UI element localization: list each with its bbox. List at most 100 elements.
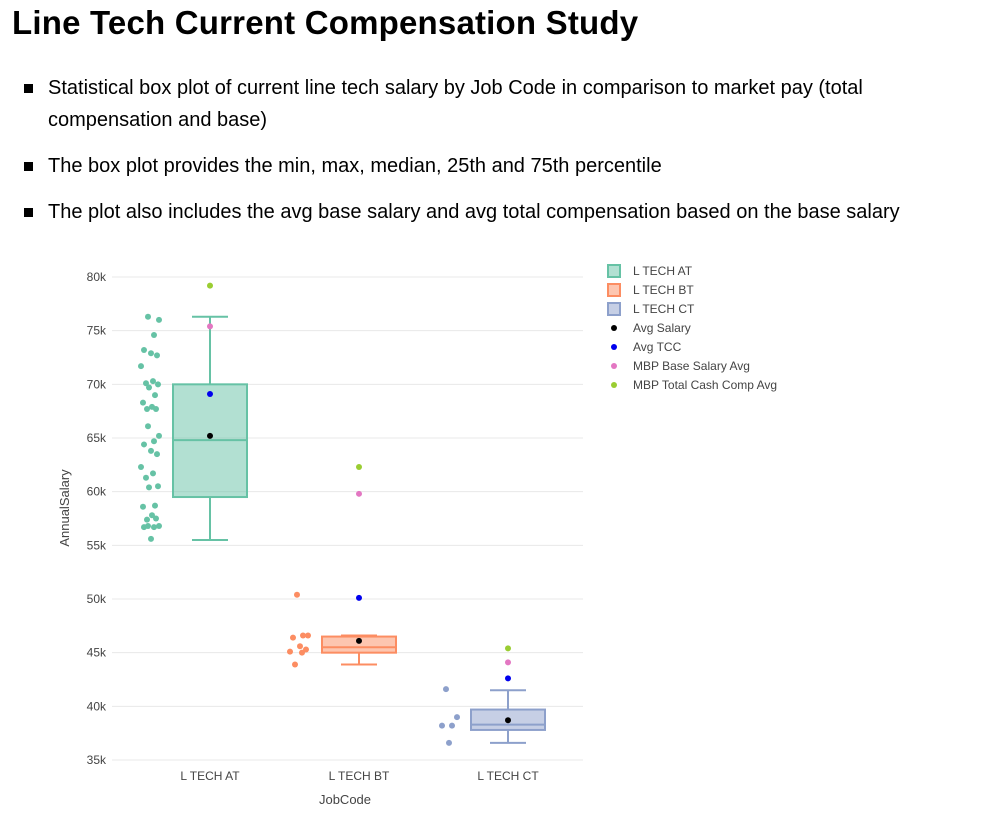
legend[interactable]: L TECH AT L TECH BT L TECH CT Avg Salary Avg… [607,264,777,392]
y-tick-label: 60k [87,485,107,499]
data-point [144,406,150,413]
y-tick-label: 55k [87,538,107,552]
data-point [138,463,144,470]
data-point [443,686,449,693]
data-point [156,432,162,439]
legend-item[interactable]: Avg Salary [611,321,691,335]
box-l-tech-bt [321,634,397,666]
x-axis-ticks: L TECH AT L TECH BT L TECH CT [180,769,539,783]
data-point [300,632,306,639]
box-l-tech-at [172,315,248,541]
data-point [292,661,298,668]
y-axis-label: AnnualSalary [57,469,72,547]
data-point [287,648,293,655]
marker-avg-tcc [207,390,213,397]
marker-mbp-base-salary-avg [505,659,511,666]
legend-dot [611,344,617,350]
marker-mbp-base-salary-avg [207,323,213,330]
marker-avg-salary [505,717,511,724]
data-point [153,515,159,522]
y-tick-label: 45k [87,646,107,660]
point-layer [138,313,460,746]
data-point [148,447,154,454]
legend-item[interactable]: L TECH BT [607,283,694,297]
box-plot-chart: 35k 40k 45k 50k 55k 60k 65k 70k 75k 80k L TECH AT… [57,264,777,807]
legend-label: Avg TCC [633,340,682,354]
y-tick-label: 40k [87,699,107,713]
bullet-square-icon [24,162,33,171]
data-point [439,722,445,729]
grid-layer [112,276,583,761]
legend-swatch [607,264,621,278]
legend-label: L TECH AT [633,264,693,278]
marker-mbp-total-cash-comp-avg [505,645,511,652]
data-point [151,438,157,445]
data-point [155,483,161,490]
y-tick-label: 35k [87,753,107,767]
x-tick-label: L TECH BT [329,769,390,783]
data-point [143,380,149,387]
legend-label: MBP Base Salary Avg [633,359,750,373]
page-title: Line Tech Current Compensation Study [12,4,639,41]
data-point [141,524,147,531]
data-point [153,406,159,413]
marker-avg-salary [207,432,213,439]
data-point [148,535,154,542]
data-point [141,346,147,353]
data-point [156,316,162,323]
y-tick-label: 80k [87,270,107,284]
bullet-square-icon [24,208,33,217]
bullet-text: The plot also includes the avg base sala… [48,201,900,223]
legend-dot [611,363,617,369]
legend-swatch [607,302,621,316]
marker-avg-salary [356,637,362,644]
marker-mbp-total-cash-comp-avg [207,282,213,289]
legend-item[interactable]: L TECH AT [607,264,693,278]
data-point [145,313,151,320]
legend-dot [611,382,617,388]
data-point [151,524,157,531]
bullet-text: The box plot provides the min, max, medi… [48,155,662,177]
marker-mbp-total-cash-comp-avg [356,463,362,470]
marker-avg-tcc [505,675,511,682]
legend-dot [611,325,617,331]
marker-mbp-base-salary-avg [356,490,362,497]
data-point [303,646,309,653]
legend-item[interactable]: MBP Base Salary Avg [611,359,750,373]
data-point [151,331,157,338]
legend-item[interactable]: L TECH CT [607,302,695,316]
x-tick-label: L TECH CT [477,769,539,783]
data-point [294,591,300,598]
box-layer [172,315,546,744]
data-point [141,441,147,448]
legend-item[interactable]: MBP Total Cash Comp Avg [611,378,777,392]
data-point [149,512,155,519]
y-tick-label: 65k [87,431,107,445]
bullet-text: Statistical box plot of current line tec… [48,77,863,131]
bullet-item: The plot also includes the avg base sala… [22,196,982,228]
data-point [152,392,158,399]
data-point [446,739,452,746]
data-point [152,502,158,509]
marker-avg-tcc [356,594,362,601]
legend-label: Avg Salary [633,321,691,335]
data-point [454,714,460,721]
legend-label: L TECH CT [633,302,695,316]
data-point [144,516,150,523]
x-axis-label: JobCode [319,792,371,807]
data-point [290,634,296,641]
data-point [145,423,151,430]
bullet-list: Statistical box plot of current line tec… [22,72,982,242]
iqr-box [321,635,397,654]
bullet-item: The box plot provides the min, max, medi… [22,150,982,182]
data-point [148,350,154,357]
data-point [140,503,146,510]
y-axis-ticks: 35k 40k 45k 50k 55k 60k 65k 70k 75k 80k [87,270,107,767]
data-point [146,384,152,391]
y-tick-label: 50k [87,592,107,606]
data-point [140,399,146,406]
y-tick-label: 70k [87,377,107,391]
legend-item[interactable]: Avg TCC [611,340,682,354]
data-point [150,470,156,477]
data-point [143,474,149,481]
